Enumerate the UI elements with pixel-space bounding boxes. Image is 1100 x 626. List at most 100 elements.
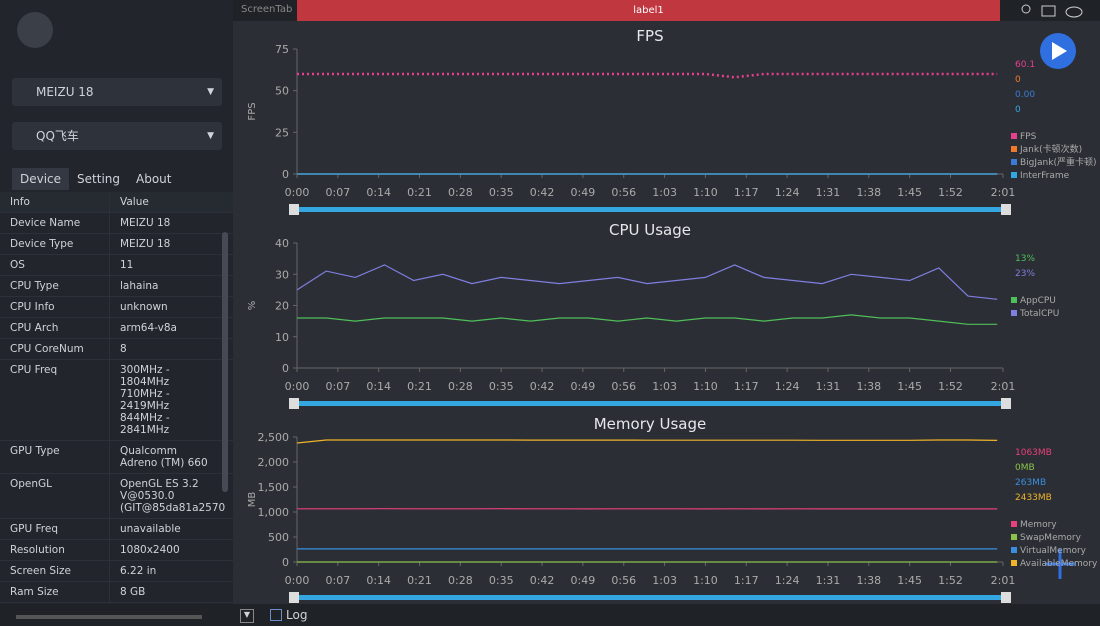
current-value: 1063MB [1015,448,1052,458]
location-icon[interactable] [1021,4,1031,14]
tab[interactable]: Device [12,168,70,190]
legend-label[interactable]: AppCPU [1020,296,1056,306]
slider-handle[interactable] [289,398,299,409]
current-value: 0 [1015,105,1021,115]
slider-handle[interactable] [1001,398,1011,409]
legend-label[interactable]: InterFrame [1020,171,1070,181]
x-tick-label: 1:31 [816,574,841,587]
y-tick-label: 1,000 [258,506,290,519]
value-line: Adreno (TM) 660 [120,457,208,469]
info-value: unknown [110,297,168,317]
legend-label[interactable]: TotalCPU [1019,309,1059,319]
y-tick-label: 1,500 [258,481,290,494]
x-tick-label: 0:56 [611,574,636,587]
x-tick-label: 1:45 [897,380,922,393]
log-checkbox[interactable] [270,609,282,621]
x-tick-label: 1:03 [652,380,677,393]
tab[interactable]: ScreenTab [241,4,293,15]
info-key: GPU Type [0,441,110,473]
collapse-button[interactable]: ▼ [240,609,254,623]
tab[interactable]: About [136,172,172,186]
legend-label[interactable]: AvailableMemory [1020,559,1098,569]
legend-label[interactable]: BigJank(严重卡顿) [1020,156,1097,168]
folder-icon[interactable] [1041,5,1056,17]
legend-label[interactable]: FPS [1020,132,1037,142]
range-slider [297,595,1003,600]
x-tick-label: 0:14 [366,574,391,587]
value-line: 1080x2400 [120,544,180,556]
table-row: CPU CoreNum 8 [0,339,233,360]
y-tick-label: 2,500 [258,431,290,444]
current-value: 0.00 [1015,90,1035,100]
x-tick-label: 1:31 [816,186,841,199]
legend-label[interactable]: VirtualMemory [1020,546,1087,556]
header-cell: Value [120,196,149,208]
legend-swatch [1011,172,1017,178]
cloud-icon[interactable] [1065,6,1083,18]
x-tick-label: 0:49 [571,574,596,587]
h-scrollbar[interactable] [16,615,202,619]
add-button[interactable] [1045,549,1075,579]
value-line: V@0530.0 [120,490,175,502]
x-tick-label: 1:38 [856,574,881,587]
x-tick-label: 0:42 [530,380,555,393]
x-tick-label: 1:17 [734,186,759,199]
scrollbar[interactable] [222,232,228,492]
info-key: Screen Size [0,561,110,581]
info-value: 8 [110,339,127,359]
slider-handle[interactable] [1001,204,1011,215]
info-value: 8 GB [110,582,145,602]
info-value: 1080x2400 [110,540,180,560]
legend-label[interactable]: Memory [1020,520,1057,530]
info-value: OpenGL ES 3.2 V@0530.0 (GIT@85da81a2570 [110,474,225,518]
chart-title: CPU Usage [609,221,691,239]
info-key: CPU CoreNum [0,339,110,359]
x-tick-label: 1:52 [938,186,963,199]
x-tick-label: 0:35 [489,574,514,587]
device-select[interactable]: MEIZU 18 ▼ [12,78,222,106]
avatar[interactable] [17,12,53,48]
y-tick-label: 0 [282,168,289,181]
info-value: arm64-v8a [110,318,177,338]
series-line [297,72,998,79]
slider-handle[interactable] [289,592,299,603]
value-line: 6.22 in [120,565,157,577]
info-key: Device Type [0,234,110,254]
slider-handle[interactable] [1001,592,1011,603]
info-table: Info Value Device Name MEIZU 18 Device Typ… [0,192,233,603]
x-tick-label: 1:10 [693,186,718,199]
y-tick-label: 40 [275,237,289,250]
x-tick-label: 2:01 [991,380,1016,393]
tab[interactable]: Setting [77,172,121,186]
x-tick-label: 0:35 [489,186,514,199]
x-tick-label: 1:38 [856,380,881,393]
info-value: lahaina [110,276,158,296]
legend-label[interactable]: SwapMemory [1020,533,1082,543]
info-value: 6.22 in [110,561,156,581]
x-tick-label: 0:49 [571,186,596,199]
x-tick-label: 1:45 [897,574,922,587]
x-tick-label: 1:52 [938,574,963,587]
legend-label[interactable]: Jank(卡顿次数) [1019,143,1082,155]
info-key: Ram Size [0,582,110,602]
x-tick-label: 1:38 [856,186,881,199]
legend-swatch [1011,146,1017,152]
value-line: 300MHz - [120,364,170,376]
x-tick-label: 0:28 [448,574,473,587]
x-tick-label: 0:14 [366,186,391,199]
active-tab[interactable]: label1 [297,0,1000,21]
x-tick-label: 1:17 [734,574,759,587]
chart-title: Memory Usage [594,415,707,433]
x-tick-label: 0:42 [530,186,555,199]
table-row: CPU Type lahaina [0,276,233,297]
info-key: CPU Type [0,276,110,296]
app-select[interactable]: QQ飞车 ▼ [12,122,222,150]
info-key: Resolution [0,540,110,560]
x-tick-label: 0:28 [448,380,473,393]
table-row: Device Name MEIZU 18 [0,213,233,234]
slider-handle[interactable] [289,204,299,215]
value-line: unavailable [120,523,181,535]
current-value: 263MB [1015,478,1046,488]
y-tick-label: 30 [275,268,289,281]
bottom-bar: ▼ Log [0,604,1100,626]
